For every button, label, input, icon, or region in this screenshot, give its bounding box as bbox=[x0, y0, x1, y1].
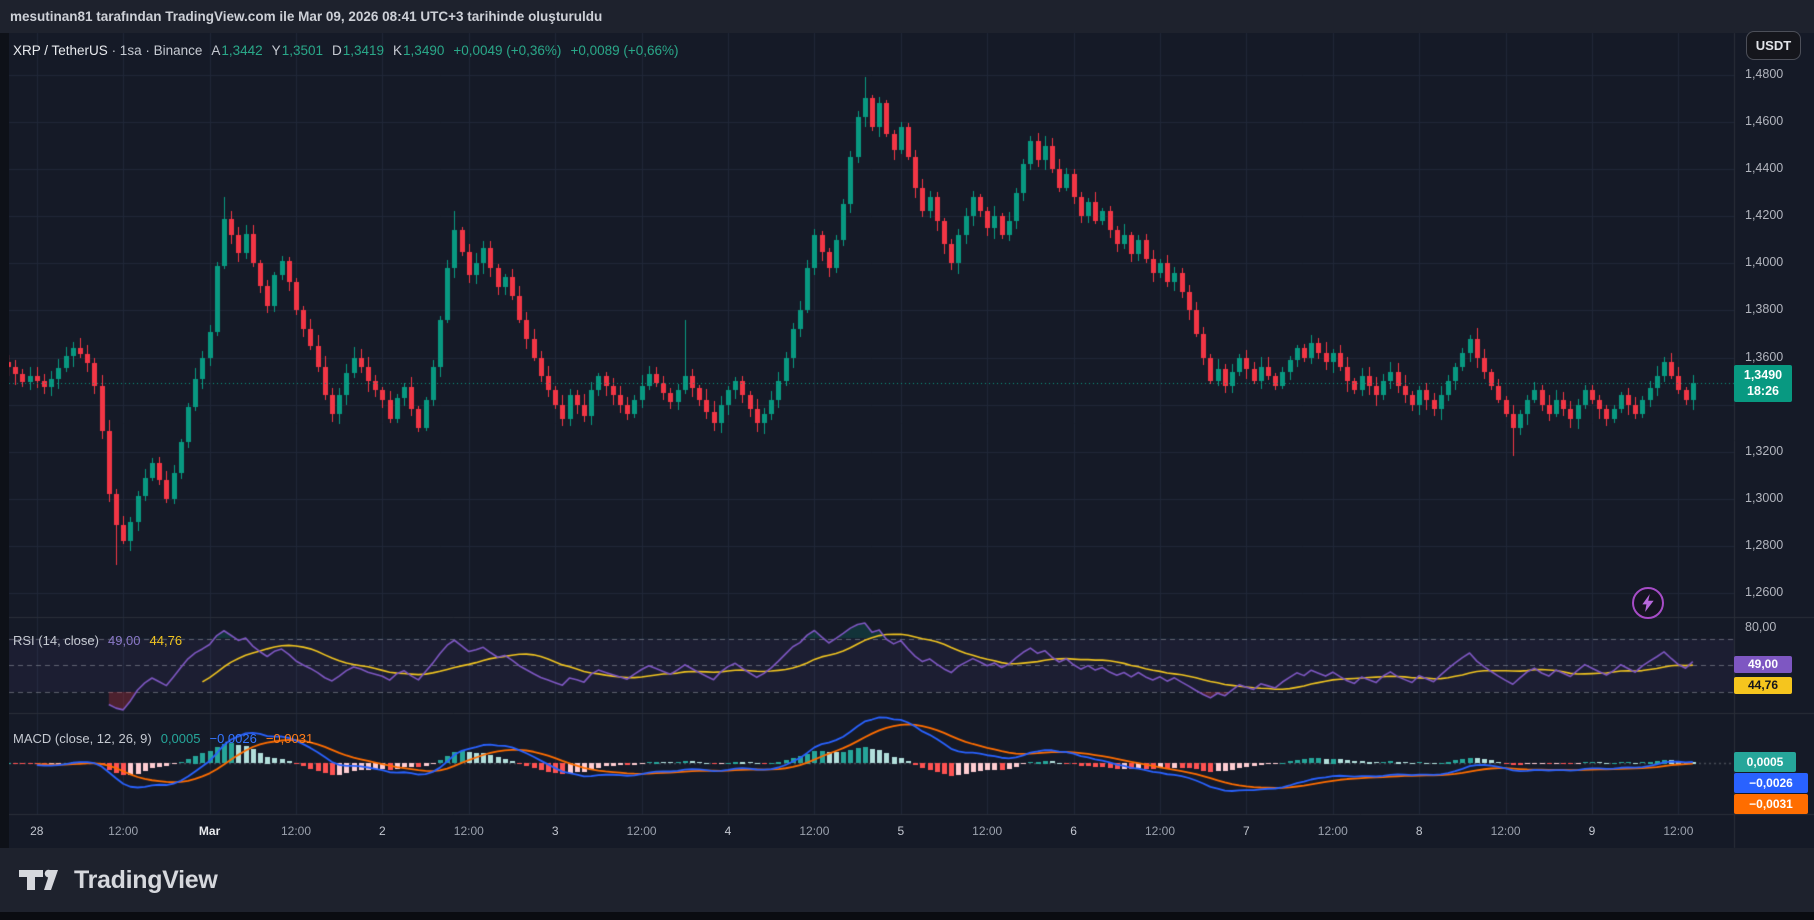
time-axis-label: 12:00 bbox=[280, 824, 312, 838]
change-percent: +0,0089 (+0,66%) bbox=[570, 42, 679, 58]
macd-title[interactable]: MACD (close, 12, 26, 9) bbox=[13, 731, 152, 746]
symbol-title[interactable]: XRP / TetherUS · 1sa · Binance bbox=[13, 42, 203, 58]
time-axis-label: 5 bbox=[897, 824, 905, 838]
time-axis-label: 12:00 bbox=[1317, 824, 1348, 838]
price-axis[interactable]: 1,4800 1,4600 1,4400 1,4200 1,4000 1,3800 1,36… bbox=[1734, 33, 1814, 814]
price-axis-tick: 1,4600 bbox=[1745, 114, 1784, 128]
time-axis-label: 2 bbox=[379, 824, 386, 838]
price-axis-tick: 1,4200 bbox=[1745, 208, 1784, 223]
time-axis-label: 12:00 bbox=[1663, 824, 1694, 838]
left-edge-strip bbox=[0, 33, 9, 848]
macd-signal-badge: −0,0031 bbox=[1734, 794, 1808, 814]
price-axis-tick: 1,4400 bbox=[1745, 161, 1784, 176]
time-axis-label: 4 bbox=[724, 824, 732, 838]
change-absolute: +0,0049 (+0,36%) bbox=[453, 42, 562, 58]
price-axis-tick: 1,2600 bbox=[1745, 585, 1784, 599]
brand-text: TradingView bbox=[74, 865, 218, 894]
ohlc-high: Y1,3501 bbox=[271, 42, 323, 58]
time-axis-label: 7 bbox=[1243, 824, 1250, 838]
rsi-value-badge: 49,00 bbox=[1734, 656, 1792, 673]
time-axis-label: 12:00 bbox=[972, 824, 1003, 838]
price-axis-tick: 1,4000 bbox=[1745, 255, 1784, 270]
bottom-edge-strip bbox=[0, 912, 1814, 920]
ohlc-close: K1,3490 bbox=[393, 42, 445, 58]
time-axis-label: 12:00 bbox=[799, 824, 830, 838]
time-axis-label: 8 bbox=[1415, 824, 1423, 838]
time-axis-label: 12:00 bbox=[108, 824, 139, 838]
time-axis-label: 3 bbox=[551, 824, 559, 838]
price-axis-tick: 1,3000 bbox=[1745, 490, 1784, 505]
macd-legend: MACD (close, 12, 26, 9) 0,0005 −0,0026 −… bbox=[13, 731, 313, 746]
rsi-axis-top-label: 80,00 bbox=[1745, 620, 1777, 634]
rsi-ma-value: 44,76 bbox=[149, 633, 183, 648]
lightning-icon bbox=[1642, 594, 1654, 612]
time-axis-label: 12:00 bbox=[453, 824, 484, 838]
usdt-currency-button[interactable]: USDT bbox=[1746, 31, 1801, 60]
time-axis-label: 12:00 bbox=[1490, 824, 1521, 838]
time-axis-label: 6 bbox=[1070, 824, 1077, 838]
rsi-legend: RSI (14, close) 49,00 44,76 bbox=[13, 633, 182, 648]
price-axis-tick: 1,3800 bbox=[1745, 302, 1784, 317]
rsi-value: 49,00 bbox=[107, 633, 141, 648]
price-axis-tick: 1,3600 bbox=[1745, 349, 1784, 364]
time-axis-label: 9 bbox=[1588, 824, 1596, 838]
time-axis[interactable]: 28 12:00 Mar 12:00 2 12:00 3 12:00 4 12:00 5 12:00 6… bbox=[0, 814, 1814, 848]
price-axis-tick: 1,4800 bbox=[1745, 66, 1784, 81]
price-axis-tick: 1,3200 bbox=[1745, 443, 1784, 458]
ohlc-low: D1,3419 bbox=[331, 42, 385, 58]
macd-hist-badge: 0,0005 bbox=[1734, 752, 1796, 772]
quick-snapshot-button[interactable] bbox=[1632, 587, 1664, 619]
price-axis-tick: 1,2800 bbox=[1745, 537, 1784, 552]
tradingview-logo-link[interactable]: TradingView bbox=[16, 866, 218, 895]
attribution-bar: mesutinan81 tarafından TradingView.com i… bbox=[0, 0, 1814, 33]
rsi-title[interactable]: RSI (14, close) bbox=[13, 633, 99, 648]
time-axis-label: 28 bbox=[30, 824, 44, 838]
rsi-ma-badge: 44,76 bbox=[1734, 677, 1792, 694]
time-axis-label: 12:00 bbox=[1144, 824, 1176, 838]
attribution-text: mesutinan81 tarafından TradingView.com i… bbox=[10, 9, 603, 24]
footer-bar: TradingView bbox=[0, 848, 1814, 912]
time-axis-label: 12:00 bbox=[626, 824, 657, 838]
symbol-legend: XRP / TetherUS · 1sa · Binance A1,3442 Y… bbox=[13, 40, 679, 60]
macd-signal-value: −0,0031 bbox=[265, 731, 314, 746]
macd-hist-value: 0,0005 bbox=[160, 731, 201, 746]
macd-line-value: −0,0026 bbox=[209, 731, 257, 746]
ohlc-open: A1,3442 bbox=[211, 42, 263, 58]
tradingview-logo-icon bbox=[19, 869, 58, 890]
last-price-badge: 1,3490 18:26 bbox=[1734, 365, 1792, 402]
macd-line-badge: −0,0026 bbox=[1734, 773, 1808, 793]
time-axis-label: Mar bbox=[198, 824, 221, 838]
